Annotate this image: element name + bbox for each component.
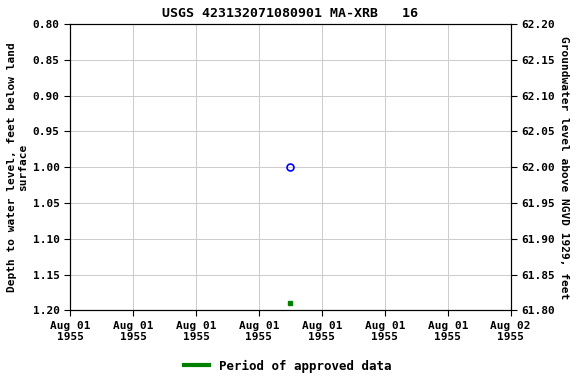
Legend: Period of approved data: Period of approved data xyxy=(179,355,397,378)
Title: USGS 423132071080901 MA-XRB   16: USGS 423132071080901 MA-XRB 16 xyxy=(162,7,418,20)
Y-axis label: Depth to water level, feet below land
surface: Depth to water level, feet below land su… xyxy=(7,42,29,292)
Y-axis label: Groundwater level above NGVD 1929, feet: Groundwater level above NGVD 1929, feet xyxy=(559,36,569,299)
